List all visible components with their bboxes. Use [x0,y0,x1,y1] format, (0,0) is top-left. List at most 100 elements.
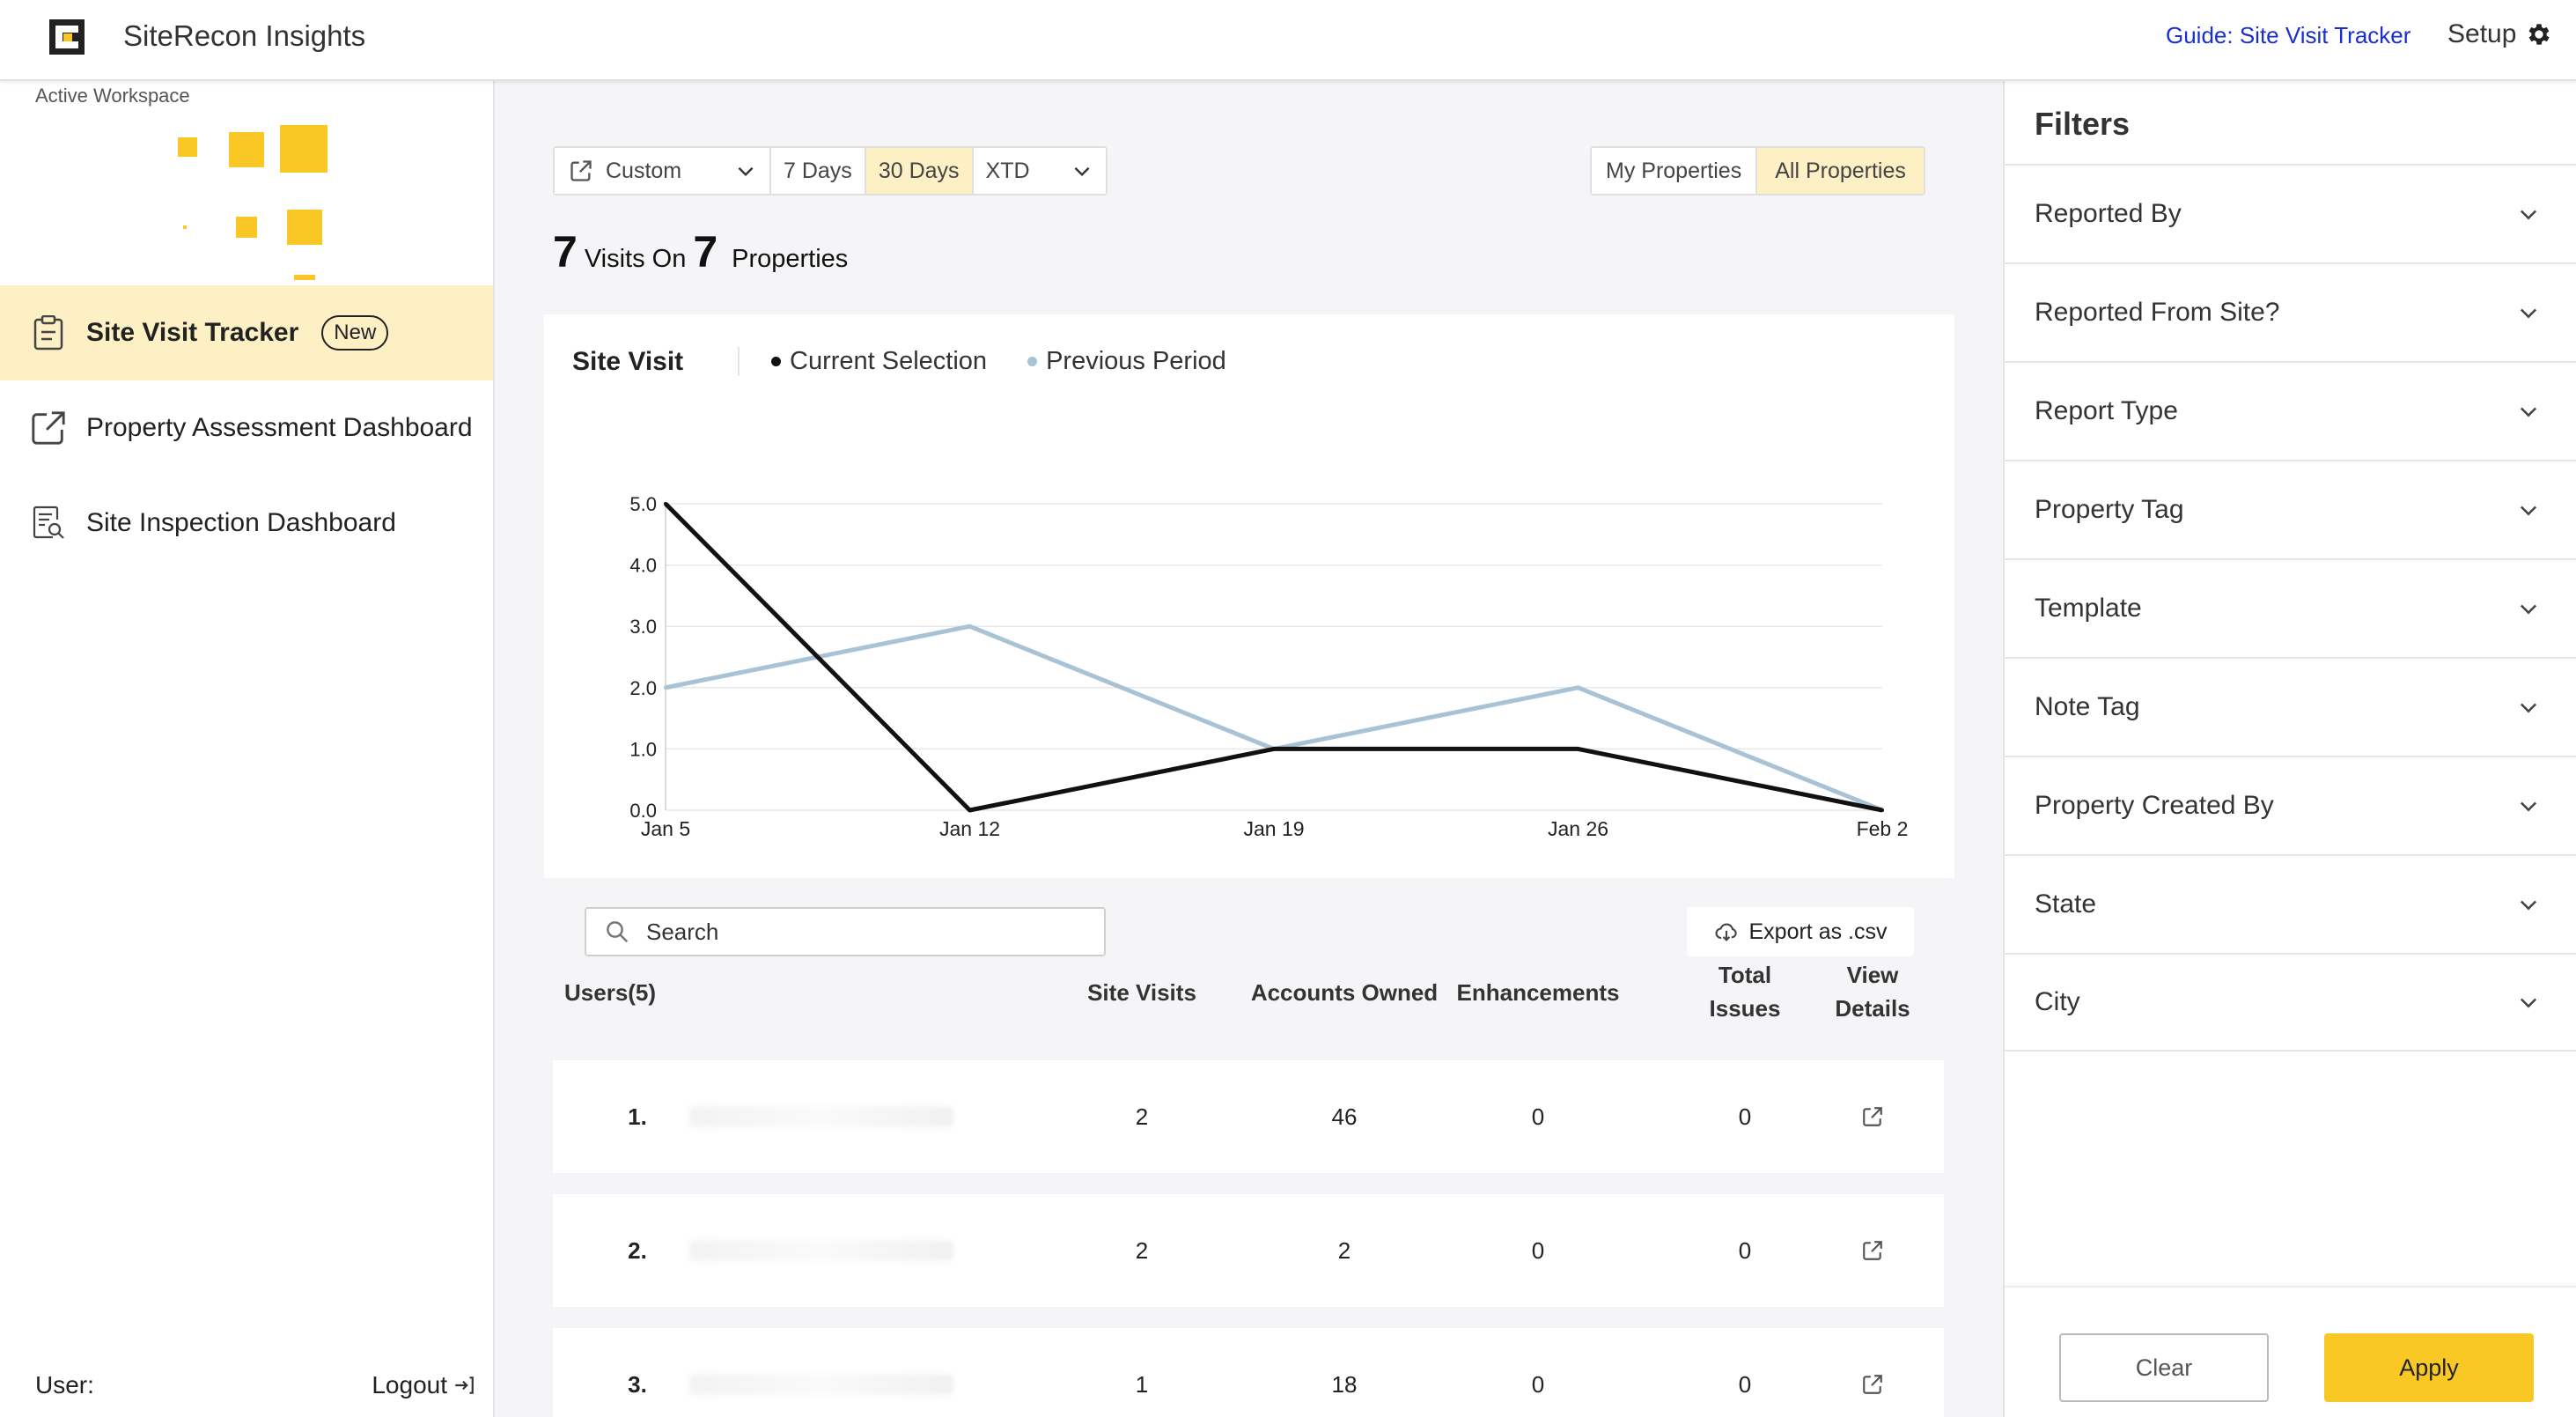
user-name-redacted [676,1194,967,1307]
siterecon-logo-icon[interactable] [49,19,85,55]
filter-note-tag[interactable]: Note Tag [2005,657,2576,756]
logout-icon [455,1376,474,1394]
user-label: User: [35,1371,94,1399]
view-details-button[interactable] [1824,1194,1921,1307]
workspace-logo-icon [178,125,328,280]
all-properties-button[interactable]: All Properties [1757,148,1924,194]
my-properties-button[interactable]: My Properties [1592,148,1758,194]
chevron-down-icon [1074,166,1089,177]
sidebar-item-property-assessment-dashboard[interactable]: Property Assessment Dashboard [0,380,493,476]
chevron-down-icon [738,166,754,177]
row-enhancements: 0 [1531,1370,1545,1398]
filter-property-created-by[interactable]: Property Created By [2005,756,2576,854]
header-users[interactable]: Users(5) [564,979,657,1006]
row-index: 2. [628,1236,647,1264]
filter-template[interactable]: Template [2005,558,2576,657]
legend-current-label: Current Selection [790,347,988,375]
sidebar-item-site-inspection-dashboard[interactable]: Site Inspection Dashboard [0,476,493,571]
table-row[interactable]: 1. 2 46 0 0 [553,1060,1944,1173]
chart-legend: Current Selection Previous Period [738,347,1226,376]
data-point-current [1272,747,1276,751]
property-scope-toggle: My Properties All Properties [1590,146,1925,196]
filter-label: Note Tag [2035,692,2140,721]
new-badge: New [321,315,389,351]
range-7-days-button[interactable]: 7 Days [771,148,866,194]
date-range-selector: Custom 7 Days 30 Days XTD [553,146,1108,196]
table-row[interactable]: 2. 2 2 0 0 [553,1194,1944,1307]
filter-report-type[interactable]: Report Type [2005,361,2576,460]
chevron-down-icon [2520,801,2537,812]
row-enhancements: 0 [1531,1103,1545,1130]
row-index: 3. [628,1370,647,1398]
logout-button[interactable]: Logout [372,1371,475,1399]
export-csv-button[interactable]: Export as .csv [1687,907,1914,956]
search-input[interactable] [646,918,1069,946]
row-accounts-owned: 18 [1331,1370,1358,1398]
view-details-button[interactable] [1824,1328,1921,1417]
visit-summary: 7 Visits On 7 Properties [553,226,848,277]
row-total-issues: 0 [1738,1236,1752,1264]
report-search-icon [30,505,67,542]
filter-label: Property Tag [2035,495,2184,524]
sidebar-item-site-visit-tracker[interactable]: Site Visit Tracker New [0,285,493,380]
filter-label: City [2035,987,2080,1016]
filter-label: Template [2035,594,2142,623]
chevron-down-icon [2520,308,2537,319]
filter-reported-from-site[interactable]: Reported From Site? [2005,262,2576,361]
visits-count: 7 [553,227,578,277]
filter-state[interactable]: State [2005,854,2576,953]
table-row[interactable]: 3. 1 18 0 0 [553,1328,1944,1417]
header-accounts-owned[interactable]: Accounts Owned [1250,979,1439,1006]
legend-dot-current [771,357,781,366]
custom-range-dropdown[interactable]: Custom [555,148,771,194]
filter-reported-by[interactable]: Reported By [2005,164,2576,262]
sidebar-item-label: Site Inspection Dashboard [86,508,396,537]
range-30-days-button[interactable]: 30 Days [865,148,974,194]
apply-button[interactable]: Apply [2324,1333,2534,1402]
chevron-down-icon [2520,210,2537,220]
range-xtd-dropdown[interactable]: XTD [973,148,1106,194]
user-name-redacted [676,1328,967,1417]
gear-icon [2528,24,2550,45]
data-point-previous [968,624,972,629]
legend-previous-label: Previous Period [1046,347,1226,375]
external-link-icon [1863,1241,1882,1260]
header-view-details: View Details [1824,958,1921,1025]
chevron-down-icon [2520,604,2537,615]
header-enhancements[interactable]: Enhancements [1456,979,1620,1006]
legend-dot-previous [1027,357,1038,366]
header-site-visits[interactable]: Site Visits [1087,979,1196,1006]
sidebar-footer: User: Logout [35,1371,475,1399]
filter-city[interactable]: City [2005,953,2576,1052]
properties-label: Properties [732,245,849,273]
y-tick-label: 2.0 [629,677,657,699]
header-total-issues-line1: Total [1718,962,1772,988]
x-tick-label: Jan 26 [1548,817,1608,840]
logout-label: Logout [372,1371,447,1399]
filter-label: State [2035,889,2097,919]
y-tick-label: 1.0 [629,738,657,760]
header-total-issues[interactable]: Total Issues [1692,958,1798,1025]
view-details-button[interactable] [1824,1060,1921,1173]
top-header: SiteRecon Insights Guide: Site Visit Tra… [0,0,2576,81]
filter-property-tag[interactable]: Property Tag [2005,460,2576,558]
user-search [585,907,1106,956]
clear-button[interactable]: Clear [2059,1333,2269,1402]
data-point-current [1880,808,1884,812]
x-tick-label: Jan 19 [1243,817,1304,840]
setup-button[interactable]: Setup [2447,19,2553,49]
row-total-issues: 0 [1738,1103,1752,1130]
legend-current-selection[interactable]: Current Selection [771,347,987,376]
y-tick-label: 5.0 [629,493,657,515]
row-site-visits: 2 [1135,1103,1149,1130]
legend-previous-period[interactable]: Previous Period [1027,347,1226,376]
x-tick-label: Feb 2 [1857,817,1909,840]
properties-count: 7 [693,227,718,277]
chevron-down-icon [2520,900,2537,911]
cloud-download-icon [1715,923,1737,941]
row-enhancements: 0 [1531,1236,1545,1264]
guide-link[interactable]: Guide: Site Visit Tracker [2166,22,2411,48]
x-tick-label: Jan 12 [939,817,1000,840]
main-content: Custom 7 Days 30 Days XTD My Properties … [495,81,2003,1417]
filter-label: Reported By [2035,199,2182,228]
